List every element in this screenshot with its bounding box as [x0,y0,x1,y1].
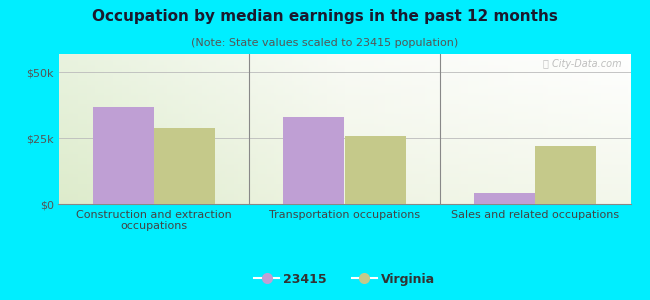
Bar [283,117,344,204]
Bar [474,194,535,204]
Bar [535,146,596,204]
Bar [344,136,406,204]
Bar [154,128,215,204]
Text: Ⓣ City-Data.com: Ⓣ City-Data.com [543,58,622,68]
Legend: 23415, Virginia: 23415, Virginia [250,268,439,291]
Bar [93,106,154,204]
Text: Occupation by median earnings in the past 12 months: Occupation by median earnings in the pas… [92,9,558,24]
Text: (Note: State values scaled to 23415 population): (Note: State values scaled to 23415 popu… [191,38,459,47]
